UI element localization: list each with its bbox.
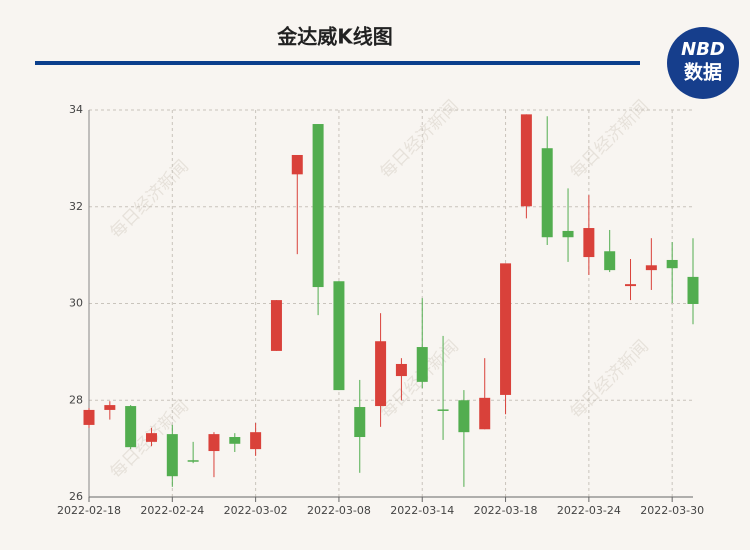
candle-body [500,263,512,395]
x-tick-label: 2022-03-14 [390,504,454,517]
x-tick-label: 2022-03-08 [307,504,371,517]
candle-body [645,265,657,271]
candle-body [354,407,366,438]
candle-body [541,148,553,238]
candle-body [687,276,699,304]
x-tick-label: 2022-02-18 [57,504,121,517]
candle-body [520,114,532,207]
candle-body [208,434,220,452]
chart-title: 金达威K线图 [276,25,393,49]
candle-body [125,406,137,448]
logo-circle [667,27,739,99]
candle-body [104,405,116,410]
title-rule [35,61,640,65]
candle-body [583,228,595,258]
y-tick-label: 28 [69,393,83,406]
candle-body [333,281,345,391]
candle-body [291,154,303,175]
candle-body [395,363,407,377]
x-tick-label: 2022-03-02 [224,504,288,517]
candle-body [83,409,95,425]
candle-body [604,251,616,271]
logo-top: NBD [681,39,725,60]
y-tick-label: 34 [69,103,83,116]
candle-body [145,433,157,442]
candle-body [416,347,428,382]
candle-body [458,400,470,433]
x-tick-label: 2022-03-30 [640,504,704,517]
x-tick-label: 2022-03-24 [557,504,621,517]
candle-body [437,409,449,411]
x-tick-label: 2022-02-24 [140,504,204,517]
candle-body [187,460,199,462]
candle-body [625,284,637,287]
logo: NBD 数据 [667,27,739,99]
y-tick-label: 26 [69,490,83,503]
y-tick-label: 30 [69,297,83,310]
candle-body [666,259,678,269]
candle-body [375,341,387,407]
candle-body [312,124,324,288]
candle-body [229,437,241,444]
candle-body [562,230,574,238]
y-tick-label: 32 [69,200,83,213]
logo-bottom: 数据 [684,61,722,84]
candle-body [479,397,491,430]
candle-body [250,432,262,450]
candle-body [166,434,178,477]
x-tick-label: 2022-03-18 [474,504,538,517]
candle-body [270,300,282,351]
